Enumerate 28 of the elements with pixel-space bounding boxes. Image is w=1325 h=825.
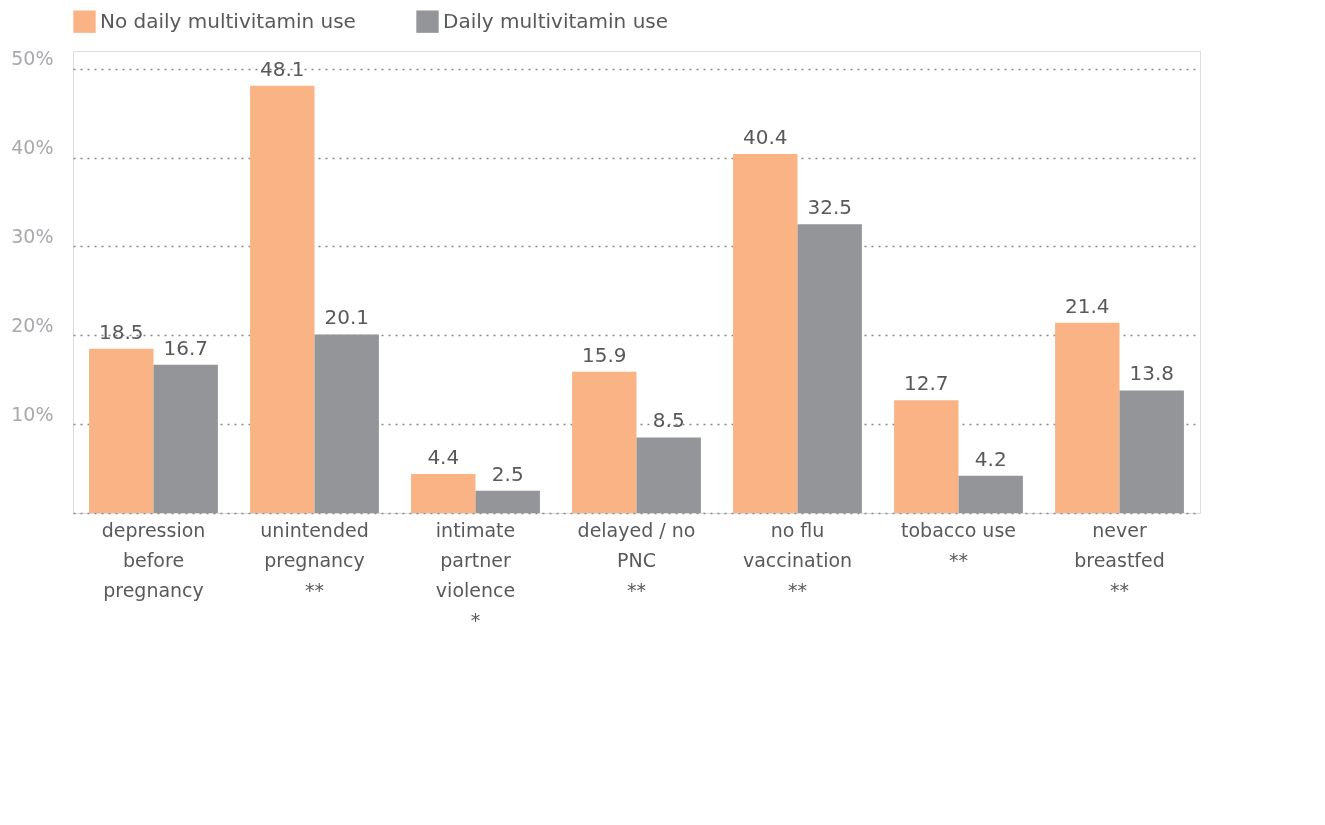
data-label: 32.5 [807,195,852,220]
data-label: 12.7 [904,371,949,396]
x-tick-label: never breastfed ** [1074,518,1165,601]
data-label: 21.4 [1065,293,1110,318]
y-tick-label: 10% [11,402,54,425]
data-label: 18.5 [99,319,144,344]
data-label: 20.1 [324,305,369,330]
data-label: 4.2 [974,446,1007,471]
data-label: 4.4 [427,444,460,469]
x-tick-label: unintended pregnancy ** [260,518,369,601]
data-label: 8.5 [652,408,685,433]
data-label: 13.8 [1129,361,1174,386]
data-label: 40.4 [743,125,788,150]
data-label: 48.1 [260,56,305,81]
x-tick-label: intimate partner violence * [435,518,516,631]
y-tick-label: 40% [11,136,54,159]
y-tick-label: 50% [11,47,54,70]
y-tick-label: 20% [11,313,54,336]
data-label: 15.9 [582,342,627,367]
legend-label: No daily multivitamin use [100,8,356,33]
x-tick-label: no flu vaccination ** [742,518,853,601]
data-label: 2.5 [491,461,524,486]
x-tick-label: delayed / no PNC ** [577,518,696,601]
legend-label: Daily multivitamin use [443,8,669,33]
data-label: 16.7 [163,335,208,360]
x-tick-label: depression before pregnancy [101,518,206,601]
x-tick-label: tobacco use ** [901,518,1016,571]
y-tick-label: 30% [11,224,54,247]
